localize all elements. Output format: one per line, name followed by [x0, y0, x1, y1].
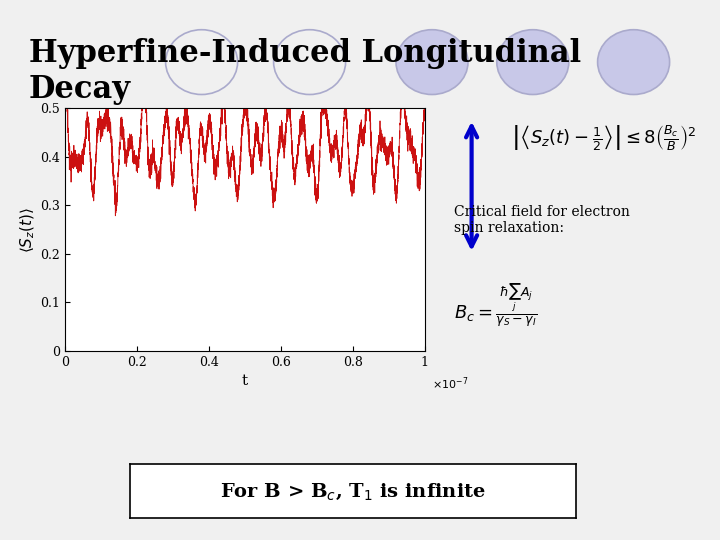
Text: Hyperfine-Induced Longitudinal
Decay: Hyperfine-Induced Longitudinal Decay	[29, 38, 581, 105]
Text: For B > B$_c$, T$_1$ is infinite: For B > B$_c$, T$_1$ is infinite	[220, 481, 486, 502]
Y-axis label: $\langle S_z(t) \rangle$: $\langle S_z(t) \rangle$	[19, 206, 37, 253]
Text: Critical field for electron
spin relaxation:: Critical field for electron spin relaxat…	[454, 205, 629, 235]
X-axis label: t: t	[242, 374, 248, 388]
Text: $\left|\left\langle S_z(t)-\frac{1}{2}\right\rangle\right| \leq 8\left(\frac{B_c: $\left|\left\langle S_z(t)-\frac{1}{2}\r…	[511, 123, 696, 153]
Text: $B_c = \frac{\hbar \sum_j A_j}{\gamma_S - \gamma_I}$: $B_c = \frac{\hbar \sum_j A_j}{\gamma_S …	[454, 281, 536, 329]
Text: $\times 10^{-7}$: $\times 10^{-7}$	[432, 375, 468, 392]
